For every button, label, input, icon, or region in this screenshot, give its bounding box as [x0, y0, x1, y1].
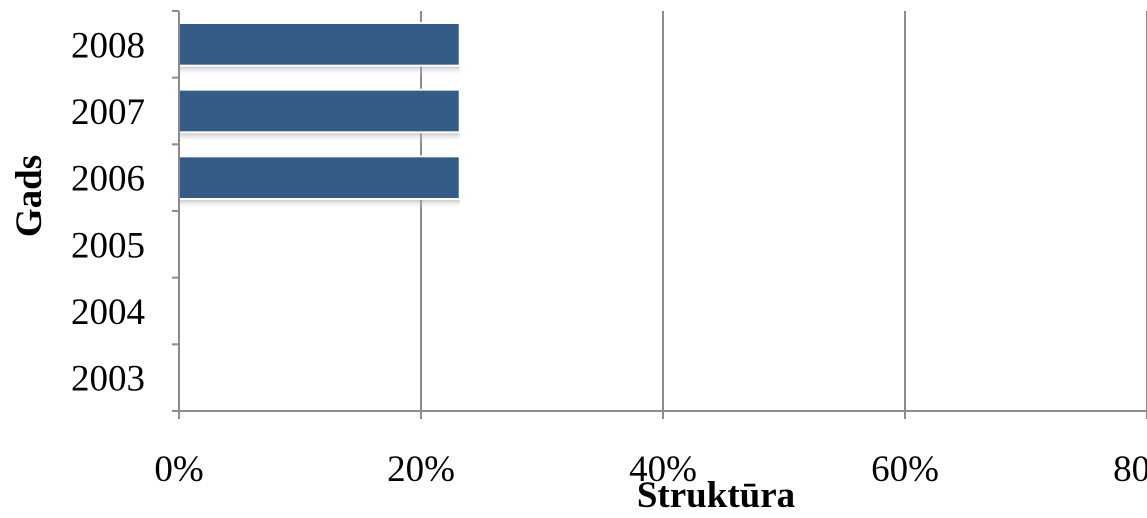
- x-tick-label: 20%: [387, 449, 455, 490]
- y-tick-label: 2004: [71, 292, 145, 333]
- y-tick-label: 2008: [71, 25, 145, 66]
- bar: [179, 90, 460, 133]
- y-tick-label: 2003: [71, 359, 145, 400]
- bars-layer: [179, 23, 460, 209]
- bar: [179, 156, 460, 199]
- y-tick-label: 2006: [71, 159, 145, 200]
- bar: [179, 23, 460, 66]
- y-axis-title: Gads: [9, 155, 50, 237]
- bar-shadow: [179, 66, 460, 76]
- x-tick-label: 80%: [1113, 449, 1147, 490]
- y-tick-label: 2007: [71, 92, 145, 133]
- x-tick-label: 60%: [871, 449, 939, 490]
- x-tick-label: 0%: [154, 449, 203, 490]
- bar-shadow: [179, 199, 460, 209]
- bar-shadow: [179, 132, 460, 142]
- grid-layer: [421, 11, 1147, 419]
- y-tick-label: 2005: [71, 225, 145, 266]
- x-axis-title: Struktūra: [637, 475, 795, 516]
